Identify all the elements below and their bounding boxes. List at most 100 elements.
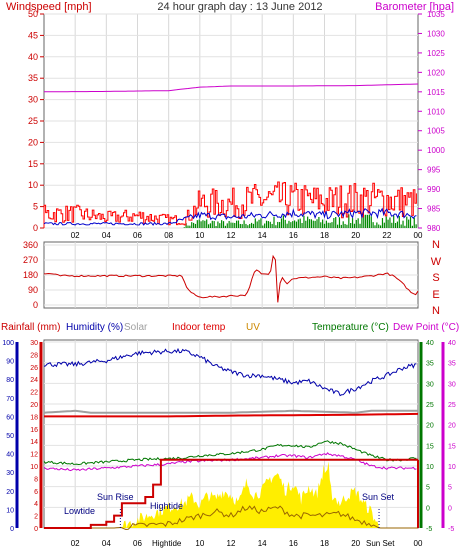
x-tick-label: 00 xyxy=(414,539,423,548)
wind-y-tick: 20 xyxy=(28,137,38,147)
direction-y-tick: 90 xyxy=(28,285,38,295)
temperature-humidity-series xyxy=(43,347,419,529)
barometer-y-tick: 985 xyxy=(427,205,441,214)
humidity-y-tick: 40 xyxy=(6,452,14,459)
rain-y-tick: 12 xyxy=(30,452,38,459)
dewpoint-y-tick: 40 xyxy=(448,340,456,347)
compass-label: N xyxy=(432,239,440,251)
dewpoint-y-tick: 25 xyxy=(448,402,456,409)
barometer-axis-title: Barometer [hpa] xyxy=(375,1,454,13)
x-tick-label: 22 xyxy=(382,231,391,240)
x-tick-label: 10 xyxy=(195,539,204,548)
temperature-y-tick: 5 xyxy=(426,485,430,492)
bottom-panel-header: Rainfall (mm) Humidity (%) Solar Indoor … xyxy=(1,322,459,333)
temperature-y-tick: 10 xyxy=(426,464,434,471)
dewpoint-legend: Dew Point (°C) xyxy=(393,322,459,333)
humidity-y-tick: 50 xyxy=(6,433,14,440)
x-tick-label: 10 xyxy=(195,231,204,240)
temperature-y-tick: 20 xyxy=(426,423,434,430)
lowtide-label: Lowtide xyxy=(64,506,95,516)
x-tick-label: 08 xyxy=(164,231,173,240)
temperature-y-tick: 15 xyxy=(426,443,434,450)
barometer-y-tick: 1020 xyxy=(427,68,445,77)
rain-y-tick: 28 xyxy=(30,352,38,359)
barometer-y-axis-labels: 980 985 990 995 1000 1005 1010 1015 1020 1025 1030… xyxy=(418,10,445,233)
dewpoint-y-tick: 20 xyxy=(448,423,456,430)
sunrise-label: Sun Rise xyxy=(97,492,134,502)
direction-y-tick: 360 xyxy=(23,240,38,250)
temperature-line xyxy=(43,440,417,466)
humidity-y-tick: 10 xyxy=(6,507,14,514)
temperature-humidity-panel: 0102030405060708090100024681012141618202… xyxy=(2,339,456,548)
humidity-y-tick: 20 xyxy=(6,489,14,496)
humidity-y-tick: 70 xyxy=(6,396,14,403)
wind-y-tick: 0 xyxy=(33,223,38,233)
x-tick-label: 14 xyxy=(258,539,267,548)
rain-y-tick: 26 xyxy=(30,365,38,372)
x-tick-label: 14 xyxy=(258,231,267,240)
rainfall-line xyxy=(44,458,418,529)
wind-y-tick: 50 xyxy=(28,9,38,19)
x-tick-label: 16 xyxy=(289,539,298,548)
rain-y-tick: 22 xyxy=(30,390,38,397)
x-tick-label: 12 xyxy=(227,539,236,548)
temperature-y-tick: 25 xyxy=(426,402,434,409)
bottom-x-axis-labels: 02 04 06 10 12 14 16 18 20 00 xyxy=(71,539,423,548)
x-tick-label: 02 xyxy=(71,231,80,240)
rain-y-tick: 14 xyxy=(30,439,38,446)
x-tick-label: 02 xyxy=(71,539,80,548)
hightide-label: Hightide xyxy=(150,501,183,511)
x-tick-label: 20 xyxy=(351,231,360,240)
x-tick-label: 18 xyxy=(320,539,329,548)
solar-legend: Solar xyxy=(124,322,148,333)
wind-y-tick: 35 xyxy=(28,73,38,83)
rain-y-tick: 16 xyxy=(30,427,38,434)
barometer-y-tick: 1035 xyxy=(427,10,445,19)
compass-label: E xyxy=(432,289,439,301)
barometer-y-tick: 1025 xyxy=(427,49,445,58)
wind-gust-line xyxy=(43,181,417,228)
x-tick-label: 18 xyxy=(320,231,329,240)
solar-line xyxy=(43,409,418,414)
humidity-y-tick: 60 xyxy=(6,414,14,421)
humidity-y-tick: 0 xyxy=(10,526,14,533)
dewpoint-y-tick: 10 xyxy=(448,464,456,471)
wind-x-axis-labels: 02 04 06 08 10 12 14 16 18 20 22 00 xyxy=(71,231,423,240)
rain-y-tick: 8 xyxy=(34,476,38,483)
dewpoint-y-tick: 35 xyxy=(448,361,456,368)
wind-y-tick: 5 xyxy=(33,202,38,212)
rainfall-legend: Rainfall (mm) xyxy=(1,322,60,333)
rain-y-tick: 18 xyxy=(30,414,38,421)
wind-y-tick: 15 xyxy=(28,159,38,169)
wind-direction-series xyxy=(43,254,419,303)
humidity-legend: Humidity (%) xyxy=(66,322,123,333)
dewpoint-y-tick: 0 xyxy=(448,505,452,512)
uv-line xyxy=(44,505,418,531)
hightide-tick-label: Hightide xyxy=(152,539,182,548)
dewpoint-y-tick: 15 xyxy=(448,443,456,450)
barometer-y-tick: 1005 xyxy=(427,127,445,136)
barometer-y-tick: 1010 xyxy=(427,107,445,116)
compass-label: W xyxy=(431,256,442,268)
windspeed-axis-title: Windspeed [mph] xyxy=(6,1,92,13)
humidity-y-tick: 90 xyxy=(6,359,14,366)
temperature-y-tick: 0 xyxy=(426,505,430,512)
x-tick-label: 04 xyxy=(102,231,111,240)
dewpoint-y-tick: 30 xyxy=(448,381,456,388)
x-tick-label: 00 xyxy=(414,231,423,240)
x-tick-label: 04 xyxy=(102,539,111,548)
rain-y-tick: 24 xyxy=(30,377,38,384)
humidity-y-tick: 80 xyxy=(6,377,14,384)
humidity-line xyxy=(43,347,417,397)
rain-y-tick: 20 xyxy=(30,402,38,409)
wind-y-tick: 25 xyxy=(28,116,38,126)
barometer-y-tick: 1000 xyxy=(427,146,445,155)
dewpoint-y-tick: -5 xyxy=(448,526,454,533)
barometer-y-tick: 1030 xyxy=(427,29,445,38)
barometer-y-tick: 1015 xyxy=(427,88,445,97)
rain-y-tick: 6 xyxy=(34,489,38,496)
temperature-y-tick: 30 xyxy=(426,381,434,388)
compass-label: S xyxy=(432,272,439,284)
